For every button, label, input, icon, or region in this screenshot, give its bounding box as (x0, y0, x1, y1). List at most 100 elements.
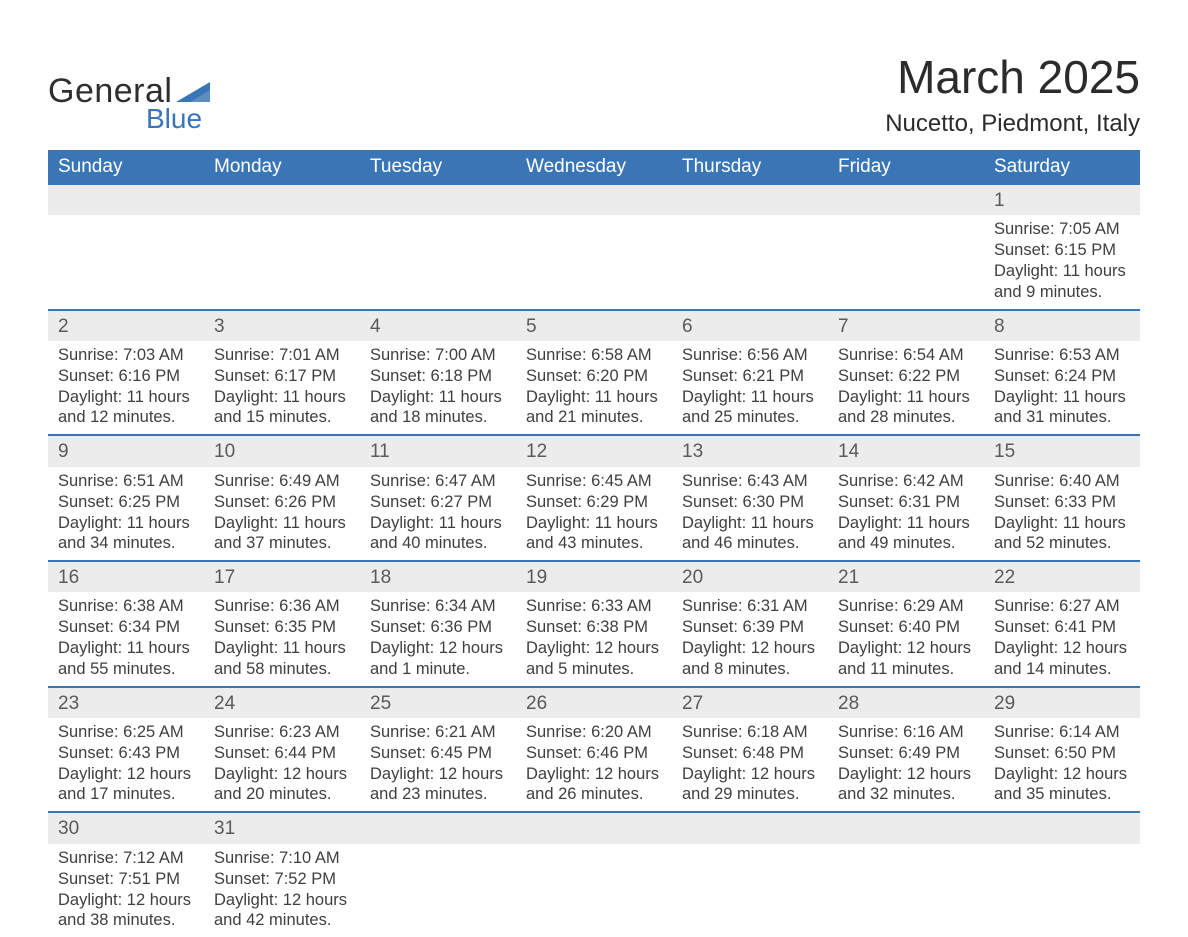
weekday-header: Tuesday (360, 150, 516, 185)
calendar-day-cell: 10 Sunrise: 6:49 AMSunset: 6:26 PMDayligh… (204, 435, 360, 561)
calendar-empty-cell (360, 185, 516, 310)
daylight-line: Daylight: 11 hours and 37 minutes. (214, 513, 350, 553)
calendar-week-row: 2Sunrise: 7:03 AMSunset: 6:16 PMDaylight… (48, 310, 1140, 436)
day-number: 30 (48, 813, 204, 843)
day-number: 10 (204, 436, 360, 466)
day-number: 26 (516, 688, 672, 718)
sunrise-line: Sunrise: 7:12 AM (58, 848, 194, 868)
day-number: 25 (360, 688, 516, 718)
brand-triangle-icon (176, 80, 210, 102)
sunset-line: Sunset: 6:44 PM (214, 743, 350, 763)
daylight-line: Daylight: 12 hours and 29 minutes. (682, 764, 818, 804)
daylight-line: Daylight: 11 hours and 31 minutes. (994, 387, 1130, 427)
day-number: 1 (984, 185, 1140, 215)
daylight-line: Daylight: 12 hours and 17 minutes. (58, 764, 194, 804)
month-title: March 2025 (885, 50, 1140, 104)
empty-daynum (672, 185, 828, 215)
day-info: Sunrise: 6:16 AMSunset: 6:49 PMDaylight:… (828, 718, 984, 805)
calendar-table: SundayMondayTuesdayWednesdayThursdayFrid… (48, 150, 1140, 937)
empty-daynum (828, 813, 984, 843)
sunrise-line: Sunrise: 6:18 AM (682, 722, 818, 742)
calendar-day-cell: 30Sunrise: 7:12 AMSunset: 7:51 PMDayligh… (48, 812, 204, 937)
daylight-line: Daylight: 11 hours and 28 minutes. (838, 387, 974, 427)
daylight-line: Daylight: 12 hours and 26 minutes. (526, 764, 662, 804)
daylight-line: Daylight: 12 hours and 38 minutes. (58, 890, 194, 930)
daylight-line: Daylight: 11 hours and 55 minutes. (58, 638, 194, 678)
daylight-line: Daylight: 12 hours and 20 minutes. (214, 764, 350, 804)
day-number: 20 (672, 562, 828, 592)
sunset-line: Sunset: 6:25 PM (58, 492, 194, 512)
calendar-header-row: SundayMondayTuesdayWednesdayThursdayFrid… (48, 150, 1140, 185)
calendar-empty-cell (672, 812, 828, 937)
calendar-week-row: 23Sunrise: 6:25 AMSunset: 6:43 PMDayligh… (48, 687, 1140, 813)
day-number: 21 (828, 562, 984, 592)
sunrise-line: Sunrise: 6:53 AM (994, 345, 1130, 365)
sunset-line: Sunset: 6:18 PM (370, 366, 506, 386)
sunset-line: Sunset: 6:50 PM (994, 743, 1130, 763)
daylight-line: Daylight: 12 hours and 14 minutes. (994, 638, 1130, 678)
sunset-line: Sunset: 6:36 PM (370, 617, 506, 637)
day-info: Sunrise: 6:43 AMSunset: 6:30 PMDaylight:… (672, 467, 828, 554)
sunset-line: Sunset: 6:15 PM (994, 240, 1130, 260)
day-number: 22 (984, 562, 1140, 592)
calendar-empty-cell (984, 812, 1140, 937)
day-info: Sunrise: 6:23 AMSunset: 6:44 PMDaylight:… (204, 718, 360, 805)
day-number: 6 (672, 311, 828, 341)
day-info: Sunrise: 6:47 AMSunset: 6:27 PMDaylight:… (360, 467, 516, 554)
day-info: Sunrise: 6:31 AMSunset: 6:39 PMDaylight:… (672, 592, 828, 679)
sunrise-line: Sunrise: 6:31 AM (682, 596, 818, 616)
day-info: Sunrise: 6:40 AMSunset: 6:33 PMDaylight:… (984, 467, 1140, 554)
day-number: 8 (984, 311, 1140, 341)
daylight-line: Daylight: 11 hours and 40 minutes. (370, 513, 506, 553)
sunset-line: Sunset: 6:16 PM (58, 366, 194, 386)
sunset-line: Sunset: 6:35 PM (214, 617, 350, 637)
day-number: 17 (204, 562, 360, 592)
calendar-day-cell: 18Sunrise: 6:34 AMSunset: 6:36 PMDayligh… (360, 561, 516, 687)
sunrise-line: Sunrise: 6:16 AM (838, 722, 974, 742)
calendar-week-row: 16Sunrise: 6:38 AMSunset: 6:34 PMDayligh… (48, 561, 1140, 687)
day-number: 23 (48, 688, 204, 718)
calendar-day-cell: 31Sunrise: 7:10 AMSunset: 7:52 PMDayligh… (204, 812, 360, 937)
daylight-line: Daylight: 12 hours and 1 minute. (370, 638, 506, 678)
daylight-line: Daylight: 12 hours and 5 minutes. (526, 638, 662, 678)
calendar-day-cell: 4Sunrise: 7:00 AMSunset: 6:18 PMDaylight… (360, 310, 516, 436)
daylight-line: Daylight: 11 hours and 46 minutes. (682, 513, 818, 553)
sunset-line: Sunset: 6:33 PM (994, 492, 1130, 512)
calendar-day-cell: 1Sunrise: 7:05 AMSunset: 6:15 PMDaylight… (984, 185, 1140, 310)
sunrise-line: Sunrise: 6:49 AM (214, 471, 350, 491)
sunrise-line: Sunrise: 7:00 AM (370, 345, 506, 365)
calendar-day-cell: 7Sunrise: 6:54 AMSunset: 6:22 PMDaylight… (828, 310, 984, 436)
day-info: Sunrise: 6:21 AMSunset: 6:45 PMDaylight:… (360, 718, 516, 805)
sunset-line: Sunset: 6:43 PM (58, 743, 194, 763)
sunset-line: Sunset: 6:49 PM (838, 743, 974, 763)
day-number: 24 (204, 688, 360, 718)
calendar-day-cell: 19Sunrise: 6:33 AMSunset: 6:38 PMDayligh… (516, 561, 672, 687)
sunrise-line: Sunrise: 6:56 AM (682, 345, 818, 365)
day-info: Sunrise: 6:54 AMSunset: 6:22 PMDaylight:… (828, 341, 984, 428)
calendar-empty-cell (828, 185, 984, 310)
calendar-day-cell: 5Sunrise: 6:58 AMSunset: 6:20 PMDaylight… (516, 310, 672, 436)
sunrise-line: Sunrise: 6:33 AM (526, 596, 662, 616)
daylight-line: Daylight: 12 hours and 32 minutes. (838, 764, 974, 804)
sunrise-line: Sunrise: 6:45 AM (526, 471, 662, 491)
day-number: 2 (48, 311, 204, 341)
daylight-line: Daylight: 12 hours and 11 minutes. (838, 638, 974, 678)
daylight-line: Daylight: 11 hours and 34 minutes. (58, 513, 194, 553)
calendar-day-cell: 23Sunrise: 6:25 AMSunset: 6:43 PMDayligh… (48, 687, 204, 813)
day-info: Sunrise: 6:18 AMSunset: 6:48 PMDaylight:… (672, 718, 828, 805)
sunrise-line: Sunrise: 6:42 AM (838, 471, 974, 491)
day-number: 14 (828, 436, 984, 466)
day-number: 16 (48, 562, 204, 592)
header: General Blue March 2025 Nucetto, Piedmon… (48, 50, 1140, 138)
day-info: Sunrise: 6:45 AMSunset: 6:29 PMDaylight:… (516, 467, 672, 554)
sunset-line: Sunset: 6:26 PM (214, 492, 350, 512)
calendar-day-cell: 20Sunrise: 6:31 AMSunset: 6:39 PMDayligh… (672, 561, 828, 687)
day-info: Sunrise: 6:56 AMSunset: 6:21 PMDaylight:… (672, 341, 828, 428)
daylight-line: Daylight: 11 hours and 18 minutes. (370, 387, 506, 427)
sunset-line: Sunset: 6:38 PM (526, 617, 662, 637)
calendar-day-cell: 12Sunrise: 6:45 AMSunset: 6:29 PMDayligh… (516, 435, 672, 561)
daylight-line: Daylight: 12 hours and 23 minutes. (370, 764, 506, 804)
empty-daynum (516, 185, 672, 215)
sunset-line: Sunset: 6:22 PM (838, 366, 974, 386)
calendar-day-cell: 29Sunrise: 6:14 AMSunset: 6:50 PMDayligh… (984, 687, 1140, 813)
